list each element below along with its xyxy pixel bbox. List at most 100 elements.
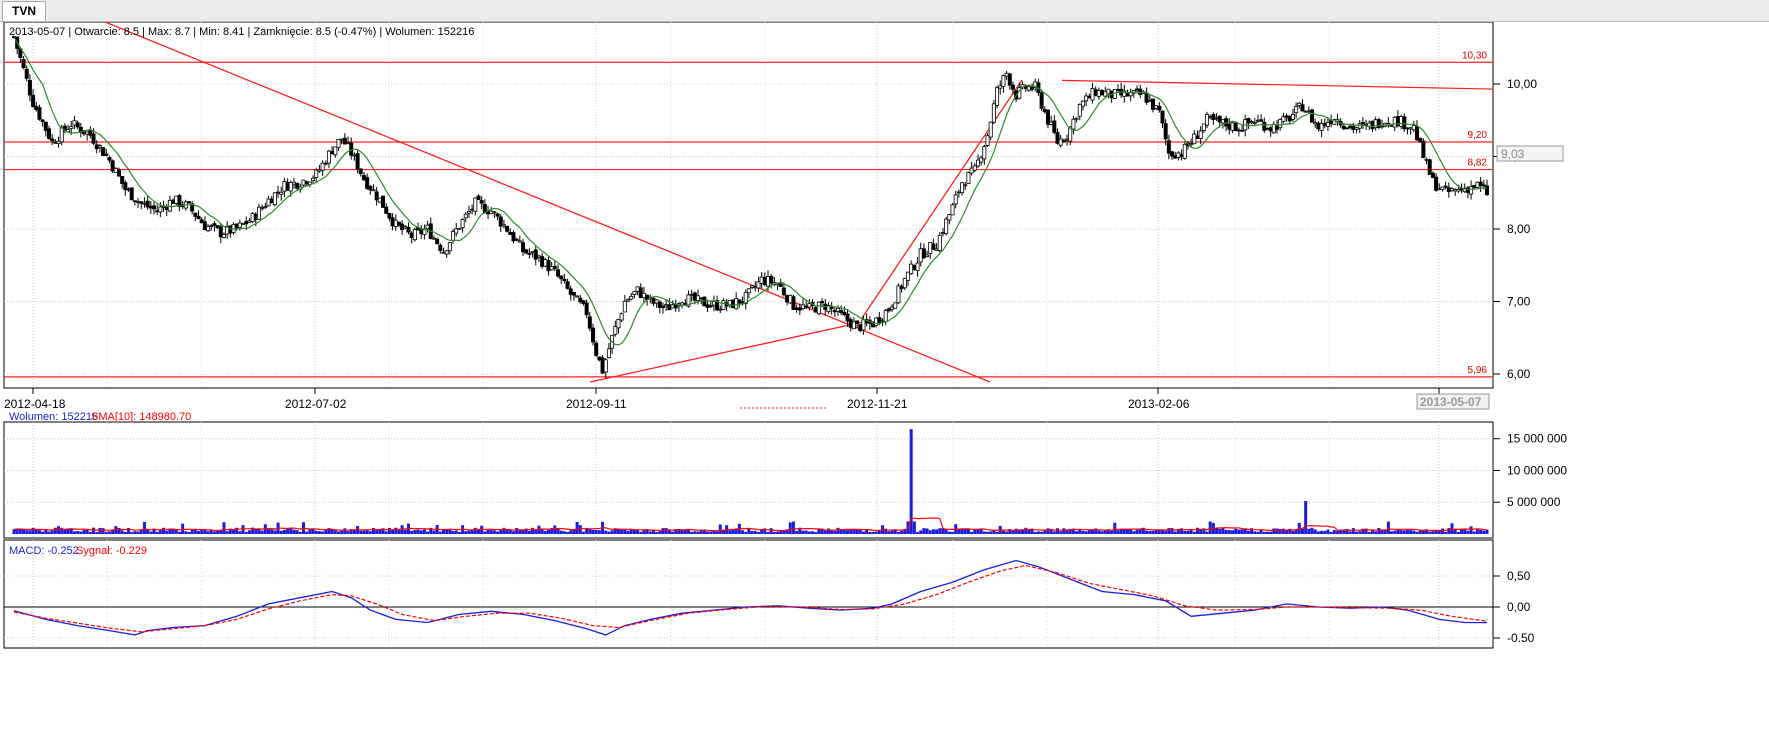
volume-bar — [1192, 531, 1196, 534]
volume-bar — [1113, 522, 1117, 534]
volume-bar — [706, 531, 710, 534]
candle-body — [1271, 123, 1276, 134]
volume-bar — [546, 529, 550, 534]
volume-bar — [1272, 528, 1276, 534]
volume-bar — [1106, 529, 1110, 534]
volume-bar — [1351, 528, 1355, 534]
volume-bar — [1291, 530, 1295, 534]
volume-bar — [146, 529, 150, 534]
candle-body — [1160, 110, 1165, 124]
volume-bar — [1011, 530, 1015, 534]
volume-bar — [41, 531, 45, 534]
candle-body — [107, 157, 112, 161]
stock-chart[interactable]: 10,309,208,825,96 10,009,008,007,006,001… — [0, 22, 1769, 737]
volume-bar — [1275, 528, 1279, 534]
candle-body — [457, 227, 462, 230]
candle-body — [956, 191, 961, 194]
candle-body — [234, 223, 239, 229]
volume-bar — [1285, 529, 1289, 534]
candle-body — [317, 169, 322, 172]
candle-body — [1173, 155, 1178, 159]
candle-body — [880, 319, 885, 322]
candle-body — [346, 142, 351, 145]
volume-bar — [476, 528, 480, 534]
volume-bar — [833, 530, 837, 534]
candle-body — [896, 285, 901, 304]
volume-bar — [782, 530, 786, 534]
volume-bar — [1148, 530, 1152, 534]
volume-bar — [79, 531, 83, 534]
volume-bar — [655, 532, 659, 534]
candle-body — [129, 187, 134, 201]
volume-bar — [1001, 530, 1005, 534]
volume-bar — [1071, 528, 1075, 534]
volume-bar — [651, 529, 655, 534]
volume-bar — [1386, 521, 1390, 534]
candle-body — [1150, 98, 1155, 110]
candle-body — [829, 306, 834, 309]
volume-bar — [1256, 531, 1260, 534]
level-label: 5,96 — [1468, 365, 1488, 376]
volume-bar — [165, 530, 169, 534]
volume-bar — [394, 527, 398, 534]
volume-bar — [811, 531, 815, 534]
candle-body — [521, 242, 526, 253]
candle-body — [155, 210, 160, 213]
candle-body — [27, 79, 32, 96]
price-info-label: 2013-05-07 | Otwarcie: 8.5 | Max: 8.7 | … — [9, 26, 474, 38]
volume-bar — [441, 529, 445, 534]
volume-bar — [776, 531, 780, 534]
candle-body — [937, 234, 942, 251]
candle-body — [600, 357, 605, 374]
candle-body — [1297, 102, 1302, 106]
volume-bar — [664, 528, 668, 534]
volume-bar — [1332, 529, 1336, 534]
volume-bar — [337, 531, 341, 534]
volume-bar — [142, 521, 146, 534]
candle-body — [581, 300, 586, 304]
volume-bar — [699, 529, 703, 534]
candle-body — [511, 232, 516, 242]
candle-body — [1080, 100, 1085, 107]
volume-bar — [400, 525, 404, 534]
candle-body — [454, 228, 459, 234]
tab-tvn[interactable]: TVN — [2, 1, 46, 21]
volume-bar — [989, 531, 993, 534]
volume-bar — [206, 531, 210, 534]
volume-bar — [1100, 531, 1104, 534]
candle-body — [578, 297, 583, 303]
volume-bar — [1383, 529, 1387, 534]
volume-bar — [1195, 527, 1199, 534]
volume-bar — [120, 530, 124, 534]
volume-bar — [1345, 528, 1349, 534]
volume-bar — [1300, 528, 1304, 534]
candle-body — [638, 287, 643, 298]
candle-body — [396, 221, 401, 226]
volume-bar — [343, 528, 347, 534]
candle-body — [1198, 130, 1203, 139]
candle-body — [291, 181, 296, 185]
volume-bar — [788, 522, 792, 534]
candle-body — [848, 319, 853, 328]
volume-bar — [270, 529, 274, 534]
candle-body — [928, 242, 933, 254]
price-axis-tick: 7,00 — [1507, 295, 1531, 309]
candle-body — [1106, 88, 1111, 95]
volume-bar — [200, 529, 204, 534]
candle-body — [1166, 140, 1171, 154]
candle-body — [1313, 122, 1318, 125]
volume-bar — [575, 521, 579, 534]
volume-bar — [483, 531, 487, 534]
volume-bar — [1243, 528, 1247, 534]
candle-body — [1453, 189, 1458, 192]
candle-body — [1093, 89, 1098, 96]
candle-body — [75, 122, 80, 128]
volume-bar — [1141, 527, 1145, 534]
volume-bar — [686, 528, 690, 534]
volume-bar — [1307, 528, 1311, 534]
volume-bar — [982, 531, 986, 534]
candle-body — [552, 266, 557, 269]
candle-body — [816, 301, 821, 315]
macd-axis-tick: -0.50 — [1507, 631, 1535, 645]
trend-line — [104, 22, 991, 383]
